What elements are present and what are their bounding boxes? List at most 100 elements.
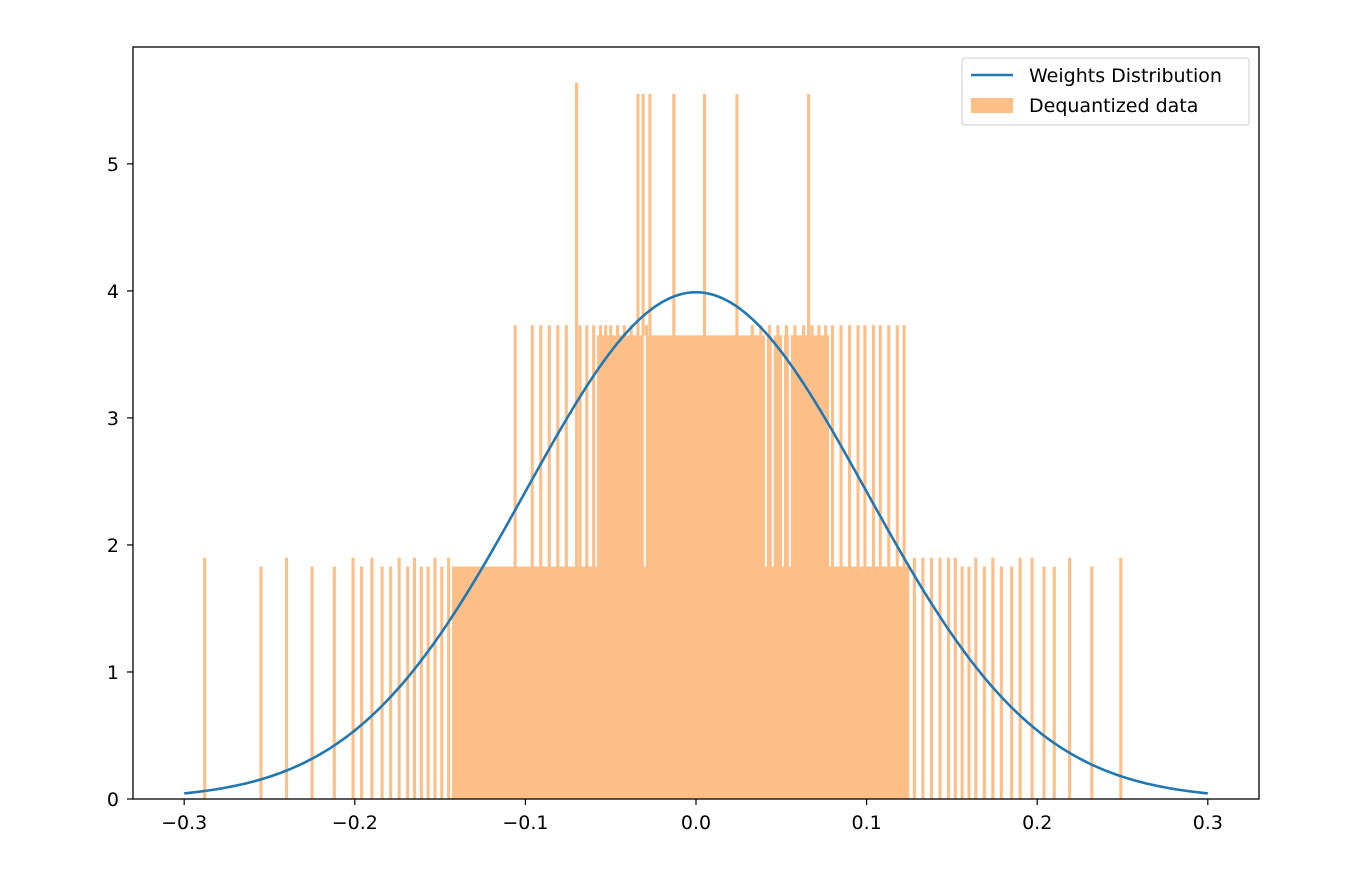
legend: Weights Distribution Dequantized data [961,57,1250,126]
legend-label-weights: Weights Distribution [1029,65,1222,87]
histogram-bar [578,325,582,799]
histogram-bar [878,325,882,799]
histogram-bar [871,325,875,799]
histogram-bar [807,94,811,799]
histogram-bar [784,325,788,799]
histogram-gap [643,335,646,567]
y-axis: 0 1 2 3 4 5 [107,154,133,811]
y-tick-label: 0 [107,789,119,811]
histogram-bar [564,325,568,799]
histogram-bar [629,325,633,799]
histogram-bar [750,325,754,799]
histogram-bar [1119,557,1123,799]
histogram-bar [974,557,978,799]
histogram-bar [863,325,867,799]
x-tick-label: 0.2 [1022,812,1052,834]
histogram-bar [397,557,401,799]
x-tick-label: −0.3 [161,812,207,834]
histogram-bar [793,325,797,799]
histogram-gap [771,335,774,567]
histogram-bar [380,566,384,799]
legend-label-dequantized: Dequantized data [1029,95,1198,117]
histogram-gap [764,335,767,567]
y-tick-label: 5 [107,154,119,176]
histogram-bar [1010,566,1014,799]
histogram-bar [513,325,517,799]
histogram-bar [1090,566,1094,799]
histogram-bar [953,557,957,799]
histogram-bar [1042,566,1046,799]
histogram-bar [848,325,852,799]
histogram-bar [1030,557,1034,799]
histogram-bar [615,325,620,799]
legend-patch-swatch [971,98,1013,113]
histogram-bar [902,325,906,799]
histogram-bar [644,325,649,799]
histogram-bar [912,557,916,799]
y-tick-label: 1 [107,662,119,684]
histogram-bar [702,94,707,799]
histogram-bar [389,566,393,799]
x-tick-label: 0.3 [1193,812,1223,834]
histogram-bar [641,94,645,799]
histogram-bar [938,557,942,799]
histogram-bar [419,566,423,799]
histogram-bar [310,566,314,799]
histogram-bar [609,325,613,799]
x-tick-label: −0.1 [502,812,548,834]
histogram-bar [1018,557,1022,799]
histogram-bar [433,557,437,799]
histogram-bar [921,557,925,799]
histogram-bar [887,325,891,799]
histogram-bar [259,566,263,799]
histogram-bar [360,566,364,799]
histogram-bar [1052,566,1056,799]
histogram-bar [759,325,763,799]
histogram-bar [801,325,806,799]
histogram-bar [370,557,374,799]
histogram-bar [648,94,652,799]
histogram-bar [967,566,971,799]
histogram-bar [636,94,640,799]
histogram-bar [406,566,410,799]
histogram-bar [598,325,602,799]
histogram-bar [999,566,1003,799]
histogram-bar [776,325,780,799]
legend-box [961,57,1250,126]
histogram-bar [856,325,860,799]
y-tick-label: 4 [107,281,119,303]
x-tick-label: −0.2 [332,812,378,834]
x-tick-label: 0.0 [681,812,711,834]
histogram-bar [830,325,835,799]
histogram-bar [440,566,444,799]
histogram-bar [592,325,596,799]
histogram-bar [412,557,417,799]
histogram-bar [839,325,843,799]
x-axis: −0.3 −0.2 −0.1 0.0 0.1 0.2 0.3 [161,799,1223,834]
histogram-bar [622,325,626,799]
histogram-bar [991,557,995,799]
histogram-bar [447,557,451,799]
curve-line [184,290,1208,795]
histogram-bar [585,325,589,799]
histogram-bar [575,82,579,799]
histogram-bar [1068,557,1072,799]
histogram-bar [767,325,771,799]
histogram-bar [426,566,430,799]
histogram-bar [604,325,608,799]
histogram-bar [332,566,336,799]
histogram-bar [539,325,543,799]
histogram-bar [285,557,289,799]
histogram-bar [556,325,560,799]
histogram-bar [203,557,207,799]
histogram-gap [782,335,785,567]
histogram-bars [203,82,1123,799]
y-tick-label: 2 [107,535,119,557]
histogram-bar [982,566,986,799]
histogram-bar [895,325,899,799]
x-tick-label: 0.1 [851,812,881,834]
weights-distribution-curve [184,290,1208,795]
histogram-bar [929,557,933,799]
histogram-bar [672,94,676,799]
histogram-bar [817,325,821,799]
